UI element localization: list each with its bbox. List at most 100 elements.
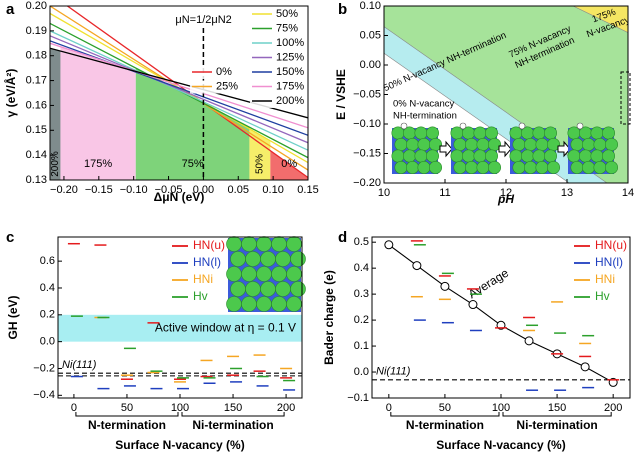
y-tick-label: 0.0 <box>40 336 55 348</box>
y-tick-label: 0.15 <box>26 124 47 136</box>
atom <box>226 296 242 312</box>
x-tick-label: 50 <box>121 402 133 414</box>
y-tick-label: 0.05 <box>360 29 381 41</box>
stability-region <box>50 48 61 180</box>
reference-label: Ni(111) <box>62 359 97 371</box>
legend-label: HNi <box>595 272 615 286</box>
adsorbate <box>576 122 584 130</box>
legend-label: HNi <box>193 272 213 286</box>
y-tick-label: 0.18 <box>26 50 47 62</box>
atom <box>271 266 287 282</box>
atom <box>570 161 584 175</box>
atom <box>226 266 242 282</box>
legend-box <box>250 80 306 94</box>
legend-box <box>250 95 306 108</box>
atom <box>275 281 291 297</box>
stability-region <box>135 68 250 180</box>
legend-label: 200% <box>276 95 304 107</box>
atom <box>414 126 428 140</box>
y-tick-label: 0.5 <box>354 236 369 248</box>
y-tick-label: 0.4 <box>40 282 55 294</box>
legend-label: 175% <box>276 80 304 92</box>
atom <box>464 161 478 175</box>
band-label: Active window at η = 0.1 V <box>155 320 296 334</box>
atom <box>604 161 618 175</box>
atom <box>578 149 592 163</box>
atom <box>453 138 467 152</box>
panel-letter: a <box>6 1 15 18</box>
average-point <box>384 240 394 250</box>
average-point <box>468 300 478 310</box>
group-label: N-termination <box>406 418 484 432</box>
atom <box>241 236 257 252</box>
legend-label: 150% <box>276 66 304 78</box>
atom <box>543 126 557 140</box>
x-tick-label: 100 <box>171 402 189 414</box>
atom <box>593 138 607 152</box>
group-label: Ni-termination <box>516 418 597 432</box>
atom <box>604 138 618 152</box>
y-tick-label: 0.19 <box>26 25 47 37</box>
atom <box>532 149 546 163</box>
adsorbate <box>518 122 526 130</box>
plot-area <box>50 6 308 180</box>
energy-line <box>50 30 308 151</box>
atom <box>453 161 467 175</box>
y-tick-label: 0.4 <box>354 262 369 274</box>
atom <box>567 149 581 163</box>
atom <box>425 149 439 163</box>
y-tick-label: −0.15 <box>353 147 381 159</box>
y-tick-label: 0.16 <box>26 99 47 111</box>
legend-label: Hv <box>193 289 208 303</box>
y-tick-label: 0.20 <box>26 0 47 12</box>
x-tick-label: 0.05 <box>228 184 249 196</box>
x-axis-label: Surface N-vacancy (%) <box>115 438 244 452</box>
x-tick-label: 150 <box>224 402 242 414</box>
atom <box>256 236 272 252</box>
atom <box>590 126 604 140</box>
group-bracket <box>75 412 179 417</box>
atom <box>512 161 526 175</box>
atom <box>275 251 291 267</box>
legend-box <box>250 37 306 50</box>
legend-label: 25% <box>216 80 238 92</box>
atom <box>523 138 537 152</box>
x-tick-label: 10 <box>378 187 390 199</box>
x-tick-label: 0.00 <box>193 184 214 196</box>
atom <box>260 251 276 267</box>
atom <box>394 161 408 175</box>
atom <box>484 126 498 140</box>
atom <box>593 161 607 175</box>
x-axis-label: Surface N-vacancy (%) <box>436 438 565 452</box>
y-tick-label: −0.10 <box>353 118 381 130</box>
average-line <box>388 244 614 383</box>
stability-region <box>249 128 271 180</box>
y-tick-label: −0.05 <box>353 88 381 100</box>
highlight-box <box>620 71 631 125</box>
average-point <box>580 362 590 372</box>
arrow <box>498 140 512 158</box>
region-label: 0% <box>281 158 297 170</box>
atom <box>286 296 302 312</box>
energy-line <box>50 40 308 136</box>
atom <box>241 266 257 282</box>
y-tick-label: 0.00 <box>360 59 381 71</box>
x-tick-label: 100 <box>492 402 510 414</box>
panel-letter: c <box>6 229 14 246</box>
atom <box>405 138 419 152</box>
atom <box>476 161 490 175</box>
atom <box>473 149 487 163</box>
group-bracket <box>390 412 500 417</box>
atom <box>543 149 557 163</box>
y-tick-label: 0.0 <box>354 366 369 378</box>
region-label: 75% <box>182 158 204 170</box>
group-label: N-termination <box>88 418 166 432</box>
legend-label: HN(l) <box>193 255 221 269</box>
atom <box>535 161 549 175</box>
atom <box>245 251 261 267</box>
y-tick-label: 0.2 <box>40 309 55 321</box>
average-label: Average <box>466 266 511 302</box>
y-tick-label: 0.6 <box>40 255 55 267</box>
atom <box>464 138 478 152</box>
y-tick-label: 0.13 <box>26 174 47 186</box>
